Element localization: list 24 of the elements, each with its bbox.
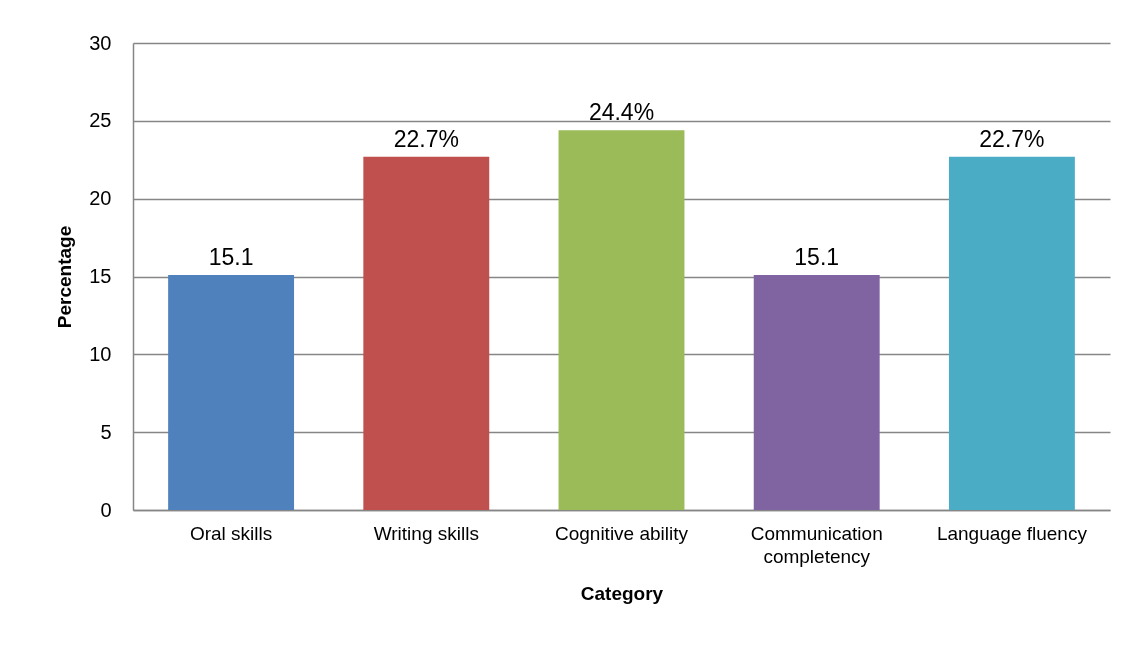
y-axis-title: Percentage [54, 225, 76, 329]
y-tick-label: 30 [89, 31, 112, 54]
x-tick-label: Cognitive ability [554, 522, 689, 544]
x-tick-label: Writing skills [373, 522, 479, 544]
bar [363, 156, 490, 510]
data-label: 22.7% [393, 125, 459, 152]
data-label: 15.1 [208, 243, 254, 270]
y-tick-label: 5 [100, 420, 112, 443]
y-tick-label: 0 [100, 498, 112, 521]
data-label: 22.7% [979, 125, 1045, 152]
data-label: 24.4% [588, 99, 655, 126]
bar [948, 156, 1075, 510]
x-axis-title: Category [580, 582, 664, 604]
data-label: 15.1 [794, 243, 840, 270]
y-tick-label: 25 [89, 109, 112, 132]
bar [558, 130, 685, 510]
x-tick-label: Communication completency [750, 522, 883, 567]
bar [753, 274, 880, 510]
bar [168, 274, 295, 510]
y-tick-label: 15 [89, 265, 112, 287]
y-tick-label: 20 [89, 187, 112, 210]
x-tick-label: Language fluency [936, 522, 1088, 544]
y-tick-label: 10 [89, 342, 112, 365]
x-tick-label: Oral skills [189, 522, 273, 544]
